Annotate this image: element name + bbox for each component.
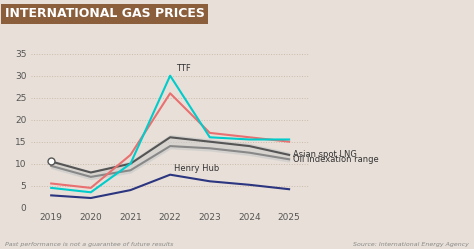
Text: TTF: TTF: [176, 64, 191, 73]
Text: INTERNATIONAL GAS PRICES: INTERNATIONAL GAS PRICES: [5, 7, 205, 20]
Text: Past performance is not a guarantee of future results: Past performance is not a guarantee of f…: [5, 242, 173, 247]
Text: Oil indexation range: Oil indexation range: [293, 155, 379, 164]
Text: Asian spot LNG: Asian spot LNG: [293, 150, 357, 159]
Text: Henry Hub: Henry Hub: [174, 164, 219, 173]
Text: Source: International Energy Agency: Source: International Energy Agency: [354, 242, 469, 247]
